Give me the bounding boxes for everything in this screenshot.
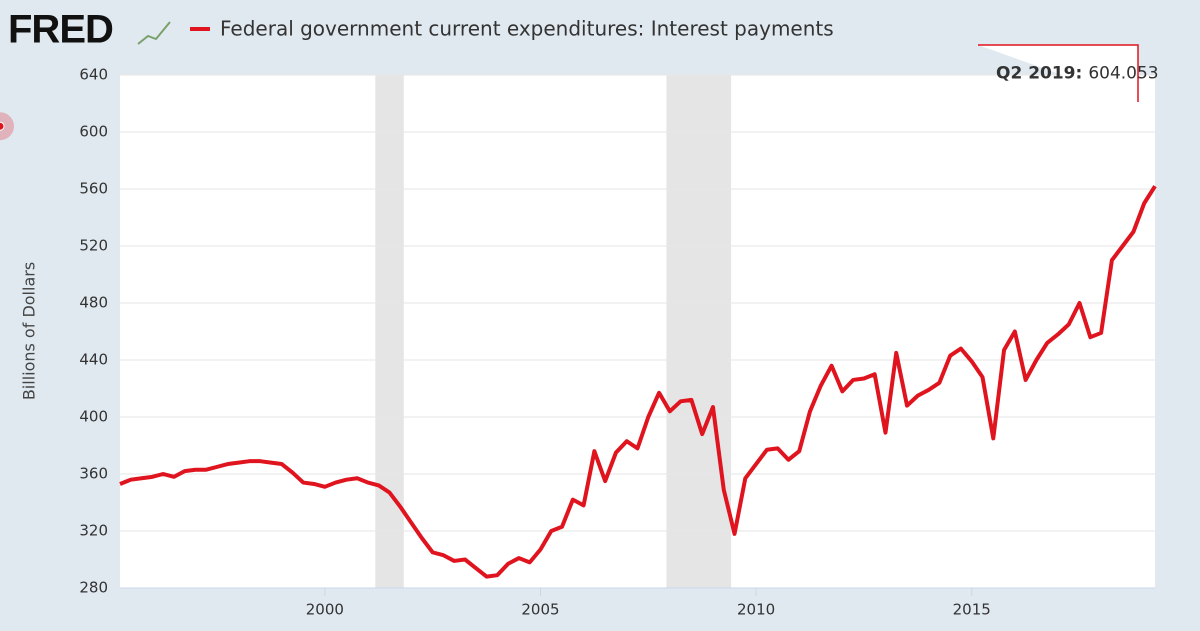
hover-point [0,121,5,131]
y-tick-label: 400 [79,408,108,426]
x-tick-label: 2010 [737,601,775,619]
recession-band [375,75,404,588]
tooltip: Q2 2019: 604.053 [996,64,1159,84]
tooltip-label: Q2 2019: [996,64,1082,84]
chart-title: Federal government current expenditures:… [220,17,834,41]
logo-icon [137,21,171,45]
y-axis-label: Billions of Dollars [20,262,39,400]
x-tick-label: 2015 [953,601,991,619]
recession-band [666,75,732,588]
hover-halo [0,112,14,141]
x-tick-label: 2000 [306,601,344,619]
y-tick-label: 440 [79,351,108,369]
y-tick-label: 600 [79,123,108,141]
tooltip-box [978,44,1139,102]
y-tick-label: 280 [79,579,108,597]
y-tick-label: 360 [79,465,108,483]
logo: FRED [8,8,113,52]
tooltip-value: 604.053 [1088,64,1158,84]
y-tick-label: 320 [79,522,108,540]
plot-area [120,75,1155,588]
y-tick-label: 640 [79,66,108,84]
y-tick-label: 520 [79,237,108,255]
y-tick-label: 480 [79,294,108,312]
data-line [119,185,1157,579]
y-tick-label: 560 [79,180,108,198]
x-tick-label: 2005 [521,601,559,619]
